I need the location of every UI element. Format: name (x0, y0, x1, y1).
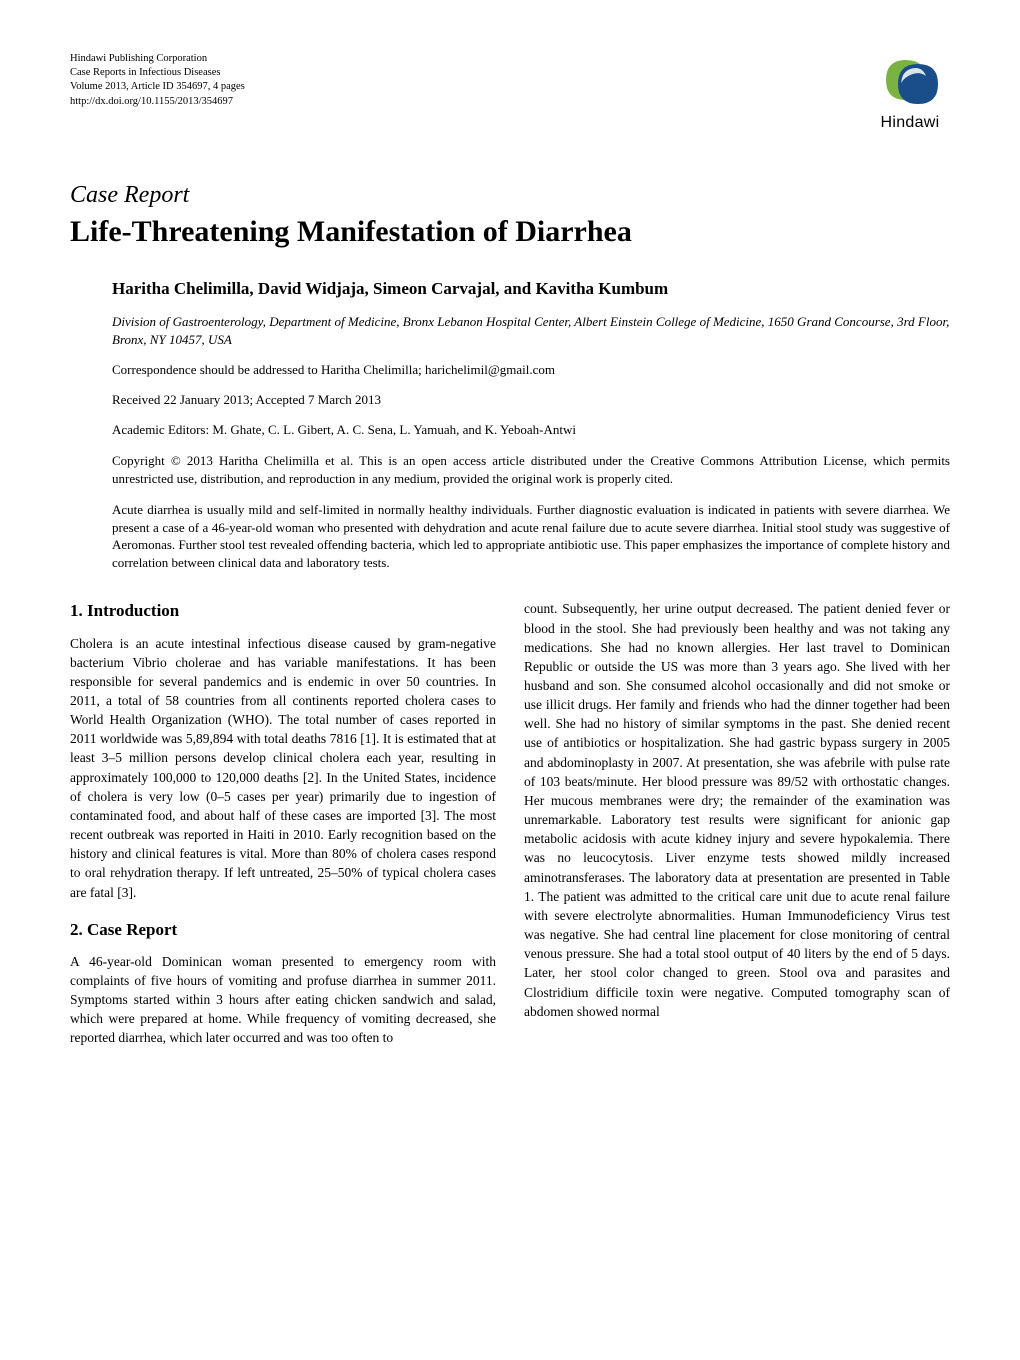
academic-editors: Academic Editors: M. Ghate, C. L. Gibert… (112, 422, 950, 438)
correspondence: Correspondence should be addressed to Ha… (112, 362, 950, 378)
affiliation: Division of Gastroenterology, Department… (112, 313, 950, 348)
publisher-info: Hindawi Publishing Corporation Case Repo… (70, 52, 245, 109)
section-heading-case-report: 2. Case Report (70, 918, 496, 942)
authors: Haritha Chelimilla, David Widjaja, Simeo… (112, 279, 950, 299)
column-left: 1. Introduction Cholera is an acute inte… (70, 599, 496, 1047)
article-title: Life-Threatening Manifestation of Diarrh… (70, 215, 950, 249)
dates: Received 22 January 2013; Accepted 7 Mar… (112, 392, 950, 408)
publisher-line: http://dx.doi.org/10.1155/2013/354697 (70, 95, 245, 109)
article-type: Case Report (70, 182, 950, 209)
publisher-line: Case Reports in Infectious Diseases (70, 66, 245, 80)
publisher-logo-text: Hindawi (880, 114, 939, 132)
column-right: count. Subsequently, her urine output de… (524, 599, 950, 1047)
case-report-paragraph-continued: count. Subsequently, her urine output de… (524, 599, 950, 1020)
introduction-paragraph: Cholera is an acute intestinal infectiou… (70, 634, 496, 902)
section-heading-introduction: 1. Introduction (70, 599, 496, 623)
publisher-line: Hindawi Publishing Corporation (70, 52, 245, 66)
publisher-line: Volume 2013, Article ID 354697, 4 pages (70, 80, 245, 94)
hindawi-logo-icon (870, 52, 950, 112)
article-meta-block: Haritha Chelimilla, David Widjaja, Simeo… (70, 279, 950, 571)
case-report-paragraph: A 46-year-old Dominican woman presented … (70, 952, 496, 1048)
publisher-logo: Hindawi (870, 52, 950, 132)
body-columns: 1. Introduction Cholera is an acute inte… (70, 599, 950, 1047)
abstract: Acute diarrhea is usually mild and self-… (112, 501, 950, 571)
header-row: Hindawi Publishing Corporation Case Repo… (70, 52, 950, 132)
copyright: Copyright © 2013 Haritha Chelimilla et a… (112, 452, 950, 487)
